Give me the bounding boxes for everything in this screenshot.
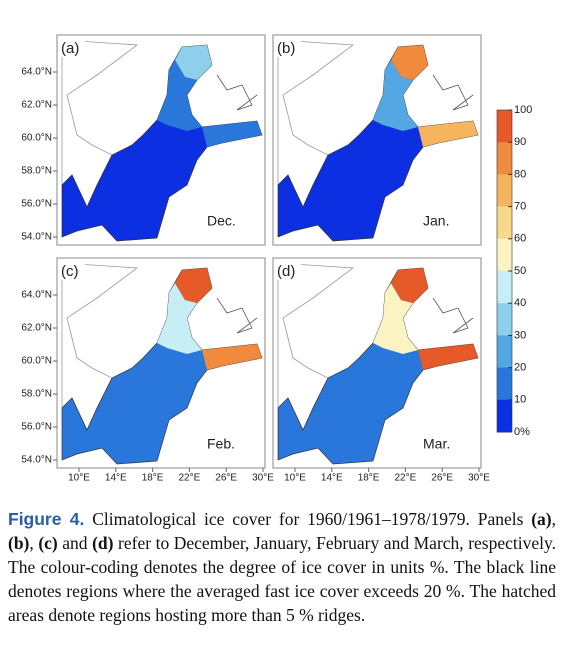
colorbar-label: 50	[514, 265, 526, 277]
colorbar-label: 100	[514, 104, 532, 116]
caption-text: ,	[551, 509, 557, 529]
coast	[432, 74, 474, 111]
colorbar-segment	[497, 367, 512, 401]
colorbar-label: 10	[514, 394, 526, 406]
colorbar-segment	[497, 303, 512, 336]
map-panel: (c) Feb.	[56, 257, 266, 469]
colorbar-segment	[497, 142, 512, 175]
caption-panel-ref: (b)	[8, 533, 30, 553]
lat-label: 60.0°N	[21, 356, 52, 367]
lon-label: 14°E	[105, 473, 127, 484]
caption-panel-ref: (c)	[38, 533, 58, 553]
bothnian-bay	[391, 45, 428, 80]
map-panel: (d) Mar.	[272, 257, 482, 469]
lat-label: 54.0°N	[21, 455, 52, 466]
panel-label: (c)	[61, 263, 79, 280]
lon-label: 18°E	[358, 473, 380, 484]
colorbar-segment	[497, 206, 512, 240]
colorbar-label: 30	[514, 329, 526, 341]
coast	[216, 74, 258, 111]
caption-panel-ref: (a)	[531, 509, 552, 529]
lat-label: 64.0°N	[21, 67, 52, 78]
colorbar-label: 0%	[514, 426, 530, 438]
gulf-of-finland	[418, 344, 478, 370]
colorbar-segment	[497, 271, 512, 304]
panel-label-bg	[275, 39, 301, 57]
map-panel: (a) Dec.	[56, 34, 266, 246]
lon-label: 10°E	[284, 473, 306, 484]
colorbar-segment	[497, 174, 512, 208]
colorbar-label: 60	[514, 233, 526, 245]
panel-label-bg	[59, 262, 85, 280]
colorbar-label: 40	[514, 297, 526, 309]
panel-label: (a)	[61, 40, 79, 57]
lon-label: 14°E	[321, 473, 343, 484]
month-label: Dec.	[207, 213, 236, 229]
bothnian-bay	[175, 45, 212, 80]
lat-label: 56.0°N	[21, 422, 52, 433]
month-label: Feb.	[207, 436, 235, 452]
bothnian-sea	[157, 283, 202, 354]
bothnian-bay	[391, 268, 428, 303]
lat-label: 58.0°N	[21, 389, 52, 400]
colorbar-label: 20	[514, 362, 526, 374]
caption-panel-ref: (d)	[92, 533, 114, 553]
lat-label: 60.0°N	[21, 133, 52, 144]
caption-text: refer to December, January, February and…	[8, 533, 556, 625]
sea	[277, 267, 479, 465]
map-panel: (b) Jan.	[272, 34, 482, 246]
panel-label: (b)	[277, 40, 295, 57]
caption-text: Climatological ice cover for 1960/1961–1…	[92, 509, 532, 529]
lon-label: 30°E	[252, 473, 274, 484]
bothnian-sea	[373, 60, 418, 131]
lat-label: 64.0°N	[21, 290, 52, 301]
gulf-of-finland	[418, 121, 478, 147]
colorbar-segment	[497, 110, 512, 143]
bothnian-sea	[157, 60, 202, 131]
lat-label: 62.0°N	[21, 323, 52, 334]
lon-label: 26°E	[215, 473, 237, 484]
lon-label: 30°E	[468, 473, 490, 484]
sea	[277, 44, 479, 242]
lat-label: 62.0°N	[21, 100, 52, 111]
lat-label: 58.0°N	[21, 166, 52, 177]
lon-label: 22°E	[179, 473, 201, 484]
caption-text: ,	[29, 533, 39, 553]
colorbar-segment	[497, 238, 512, 272]
panel-label: (d)	[277, 263, 295, 280]
figure: (a) Dec. (b) Jan. (c) Feb. (d) Mar. 64.0°N 62.0°N…	[21, 34, 532, 484]
colorbar-label: 90	[514, 136, 526, 148]
gulf-of-finland	[202, 121, 262, 147]
colorbar-segment	[497, 335, 512, 369]
colorbar-label: 70	[514, 201, 526, 213]
lon-label: 18°E	[142, 473, 164, 484]
bothnian-sea	[373, 283, 418, 354]
month-label: Jan.	[423, 213, 449, 229]
sea	[61, 267, 263, 465]
coast	[432, 297, 474, 334]
caption-label: Figure 4.	[8, 509, 85, 529]
bothnian-bay	[175, 268, 212, 303]
caption-text: and	[57, 533, 93, 553]
month-label: Mar.	[423, 436, 450, 452]
sea	[61, 44, 263, 242]
lat-label: 56.0°N	[21, 199, 52, 210]
lon-label: 26°E	[431, 473, 453, 484]
colorbar-label: 80	[514, 168, 526, 180]
panel-label-bg	[275, 262, 301, 280]
coast	[216, 297, 258, 334]
lon-label: 22°E	[395, 473, 417, 484]
caption: Figure 4. Climatological ice cover for 1…	[8, 507, 556, 627]
colorbar-segment	[497, 399, 512, 433]
lon-label: 10°E	[68, 473, 90, 484]
panel-label-bg	[59, 39, 85, 57]
lat-label: 54.0°N	[21, 232, 52, 243]
gulf-of-finland	[202, 344, 262, 370]
